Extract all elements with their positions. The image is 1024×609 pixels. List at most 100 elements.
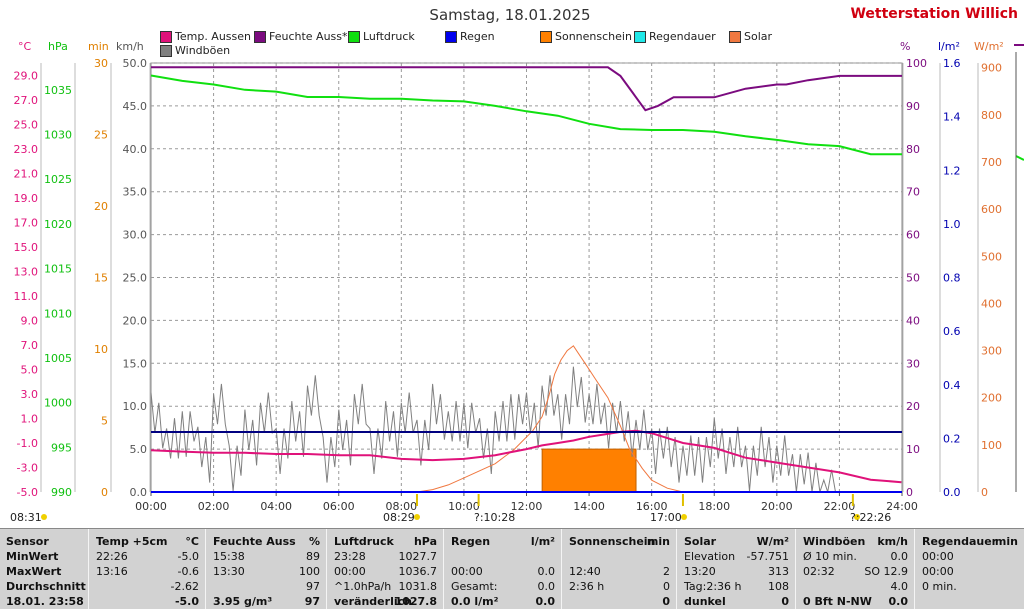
tick-label-pressure_hpa: 990 <box>51 486 72 499</box>
table-cell: 3.95 g/m³ <box>213 595 273 608</box>
series-line-luftdruck <box>150 74 902 156</box>
table-cell: Feuchte Auss <box>213 535 296 548</box>
tick-label-pressure_hpa: 1005 <box>44 352 72 365</box>
unit-humidity: % <box>900 40 911 53</box>
table-cell: 0 <box>781 595 789 608</box>
legend-label: Regendauer <box>649 30 716 43</box>
sun-icon <box>414 514 420 520</box>
x-tick-label: 24:00 <box>886 500 918 513</box>
table-column-solar: Solar W/m² Elevation -57.751 13:20 313 Tag:2:3… <box>676 529 796 609</box>
series-line-temp-aussen <box>150 429 902 484</box>
tick-label-sunshine_min: 25 <box>94 129 108 142</box>
unit-solar: W/m² <box>974 40 1004 53</box>
tick-label-humidity_pct: 40 <box>906 314 920 327</box>
tick-label-solar_wm2: 600 <box>981 203 1002 216</box>
tick-label-solar_wm2: 500 <box>981 250 1002 263</box>
sunset-label: 17:00 <box>650 511 682 524</box>
table-cell: 23:28 <box>334 550 366 563</box>
tick-label-rain_lm2: 0.8 <box>943 272 961 285</box>
statistics-table: Sensor MinWert MaxWert Durchschnitt 18.0… <box>0 528 1024 609</box>
tick-label-rain_lm2: 1.2 <box>943 164 961 177</box>
tick-label-solar_wm2: 900 <box>981 62 1002 75</box>
tick-label-temp_c: 25.0 <box>14 118 39 131</box>
x-tick-label: 20:00 <box>761 500 793 513</box>
tick-label-sunshine_min: 30 <box>94 57 108 70</box>
table-cell: -57.751 <box>746 550 789 563</box>
tick-label-pressure_hpa: 1015 <box>44 263 72 276</box>
legend-label: Sonnenschein <box>555 30 632 43</box>
unit-temp: °C <box>18 40 32 53</box>
tick-label-sunshine_min: 15 <box>94 272 108 285</box>
tick-label-temp_c: 27.0 <box>14 94 39 107</box>
table-cell: 0 <box>663 580 670 593</box>
table-cell: 313 <box>768 565 789 578</box>
table-cell: -2.62 <box>170 580 199 593</box>
tick-label-pressure_hpa: 1025 <box>44 173 72 186</box>
tick-label-solar_wm2: 300 <box>981 345 1002 358</box>
tick-label-wind_kmh: 0.0 <box>130 486 148 499</box>
legend-item-regendauer: Regendauer <box>634 30 716 43</box>
table-cell: -5.0 <box>177 550 199 563</box>
table-cell: Temp +5cm <box>96 535 168 548</box>
x-tick-label: 06:00 <box>323 500 355 513</box>
row-label-sensor: Sensor <box>6 535 49 548</box>
tick-label-humidity_pct: 20 <box>906 400 920 413</box>
tick-label-pressure_hpa: 1010 <box>44 307 72 320</box>
sun-marker-label: ?:10:28 <box>474 511 516 524</box>
table-cell: ^1.0hPa/h <box>334 580 392 593</box>
legend-item-regen: Regen <box>445 30 495 43</box>
table-cell: 0.0 <box>537 565 556 578</box>
tick-label-humidity_pct: 90 <box>906 100 920 113</box>
table-cell: SO 12.9 <box>864 565 908 578</box>
unit-pressure: hPa <box>48 40 68 53</box>
tick-label-temp_c: 29.0 <box>14 69 39 82</box>
tick-label-pressure_hpa: 995 <box>51 441 72 454</box>
tick-label-rain_lm2: 1.6 <box>943 57 961 70</box>
series-line-feuchte-auss <box>151 66 902 112</box>
table-cell: 0.0 <box>537 580 556 593</box>
tick-label-wind_kmh: 40.0 <box>123 143 148 156</box>
tick-label-sunshine_min: 5 <box>101 415 108 428</box>
chart-title: Samstag, 18.01.2025 <box>429 6 591 24</box>
row-label-current: 18.01. 23:58 <box>6 595 84 608</box>
table-cell: Tag:2:36 h <box>684 580 742 593</box>
legend-label: Temp. Aussen <box>175 30 252 43</box>
table-rowlabels: Sensor MinWert MaxWert Durchschnitt 18.0… <box>0 529 89 609</box>
tick-label-pressure_hpa: 1000 <box>44 397 72 410</box>
table-cell: Gesamt: <box>451 580 498 593</box>
table-cell: 00:00 <box>922 565 954 578</box>
tick-label-humidity_pct: 100 <box>906 57 927 70</box>
series-line-solar <box>416 345 684 493</box>
table-cell: °C <box>185 535 199 548</box>
table-cell: 0.0 l/m² <box>451 595 499 608</box>
table-cell: -0.6 <box>177 565 199 578</box>
row-label-min: MinWert <box>6 550 59 563</box>
x-tick-label: 22:00 <box>824 500 856 513</box>
legend-swatch <box>634 30 646 43</box>
tick-label-solar_wm2: 100 <box>981 439 1002 452</box>
table-cell: 0 Bft N-NW <box>803 595 872 608</box>
table-cell: 0.0 <box>890 550 909 563</box>
tick-label-rain_lm2: 0.2 <box>943 432 961 445</box>
table-cell: 0.0 <box>888 595 909 608</box>
tick-label-temp_c: 7.0 <box>21 339 39 352</box>
tick-label-temp_c: -3.0 <box>17 461 38 474</box>
tick-label-temp_c: 19.0 <box>14 192 39 205</box>
table-cell: 1031.8 <box>398 580 438 593</box>
row-label-max: MaxWert <box>6 565 62 578</box>
table-cell: 22:26 <box>96 550 128 563</box>
unit-sunshine: min <box>88 40 109 53</box>
tick-label-humidity_pct: 70 <box>906 186 920 199</box>
table-column-feuchte-auss: Feuchte Auss% 15:38 89 13:30 100 97 3.95 g/m³ 9… <box>205 529 327 609</box>
legend-label: Windböen <box>175 44 231 57</box>
weather-chart: 29.0 27.0 25.0 23.0 21.0 19.0 17.0 15.0 13.0 11.0… <box>14 44 1024 520</box>
tick-label-temp_c: 13.0 <box>14 265 39 278</box>
table-cell: Windböen <box>803 535 866 548</box>
tick-label-pressure_hpa: 1030 <box>44 129 72 142</box>
tick-label-wind_kmh: 20.0 <box>123 314 148 327</box>
table-cell: min <box>994 535 1018 548</box>
tick-label-pressure_hpa: 1035 <box>44 84 72 97</box>
tick-label-humidity_pct: 0 <box>906 486 913 499</box>
table-cell: l/m² <box>530 535 555 548</box>
table-cell: 97 <box>304 595 320 608</box>
